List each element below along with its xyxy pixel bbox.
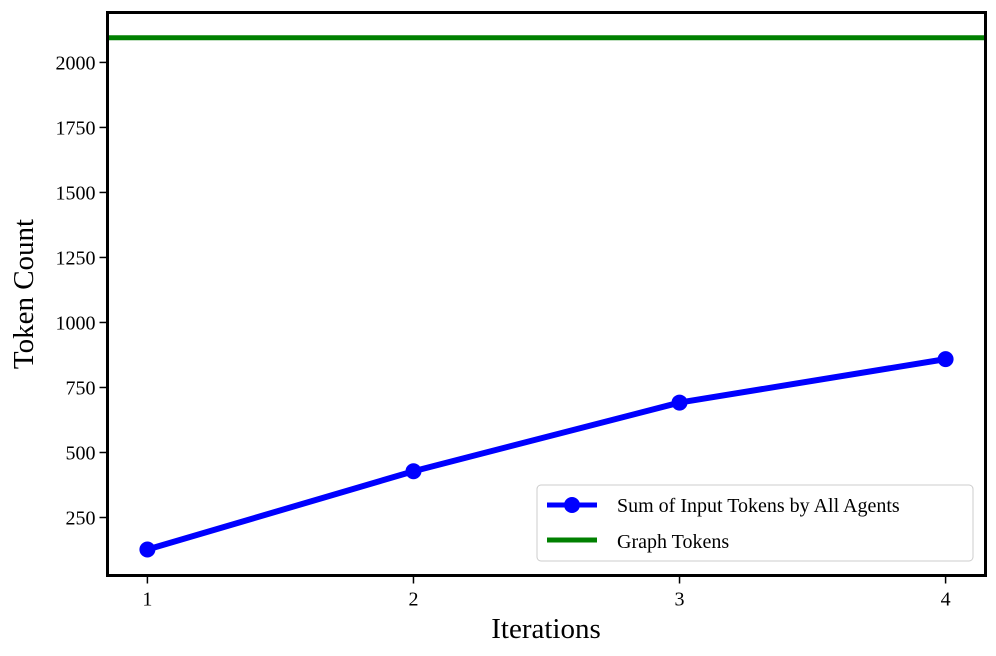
y-tick-label: 500 [66, 442, 96, 464]
input-tokens-line [146, 356, 947, 553]
y-tick-label: 1750 [56, 117, 96, 139]
y-tick-label: 1500 [56, 182, 96, 204]
x-tick-label: 4 [941, 589, 951, 611]
input-tokens-point [405, 463, 422, 480]
x-tick-label: 3 [675, 589, 685, 611]
y-tick-label: 1000 [56, 312, 96, 334]
x-tick-label: 2 [408, 589, 418, 611]
x-axis-label: Iterations [491, 613, 601, 645]
legend-marker-input-tokens [564, 497, 580, 513]
y-tick-label: 2000 [56, 52, 96, 74]
y-tick-label: 250 [66, 508, 96, 530]
legend: Sum of Input Tokens by All Agents Graph … [536, 484, 974, 562]
input-tokens-point [139, 541, 156, 558]
y-tick-label: 750 [66, 377, 96, 399]
plot-frame [106, 11, 987, 577]
y-axis-label: Token Count [8, 219, 40, 369]
y-tick-label: 1250 [56, 247, 96, 269]
legend-label-input-tokens: Sum of Input Tokens by All Agents [617, 495, 900, 517]
input-tokens-point [671, 394, 688, 411]
input-tokens-point [937, 351, 954, 368]
legend-box [536, 484, 974, 562]
legend-label-graph-tokens: Graph Tokens [617, 531, 729, 553]
x-tick-label: 1 [142, 589, 152, 611]
